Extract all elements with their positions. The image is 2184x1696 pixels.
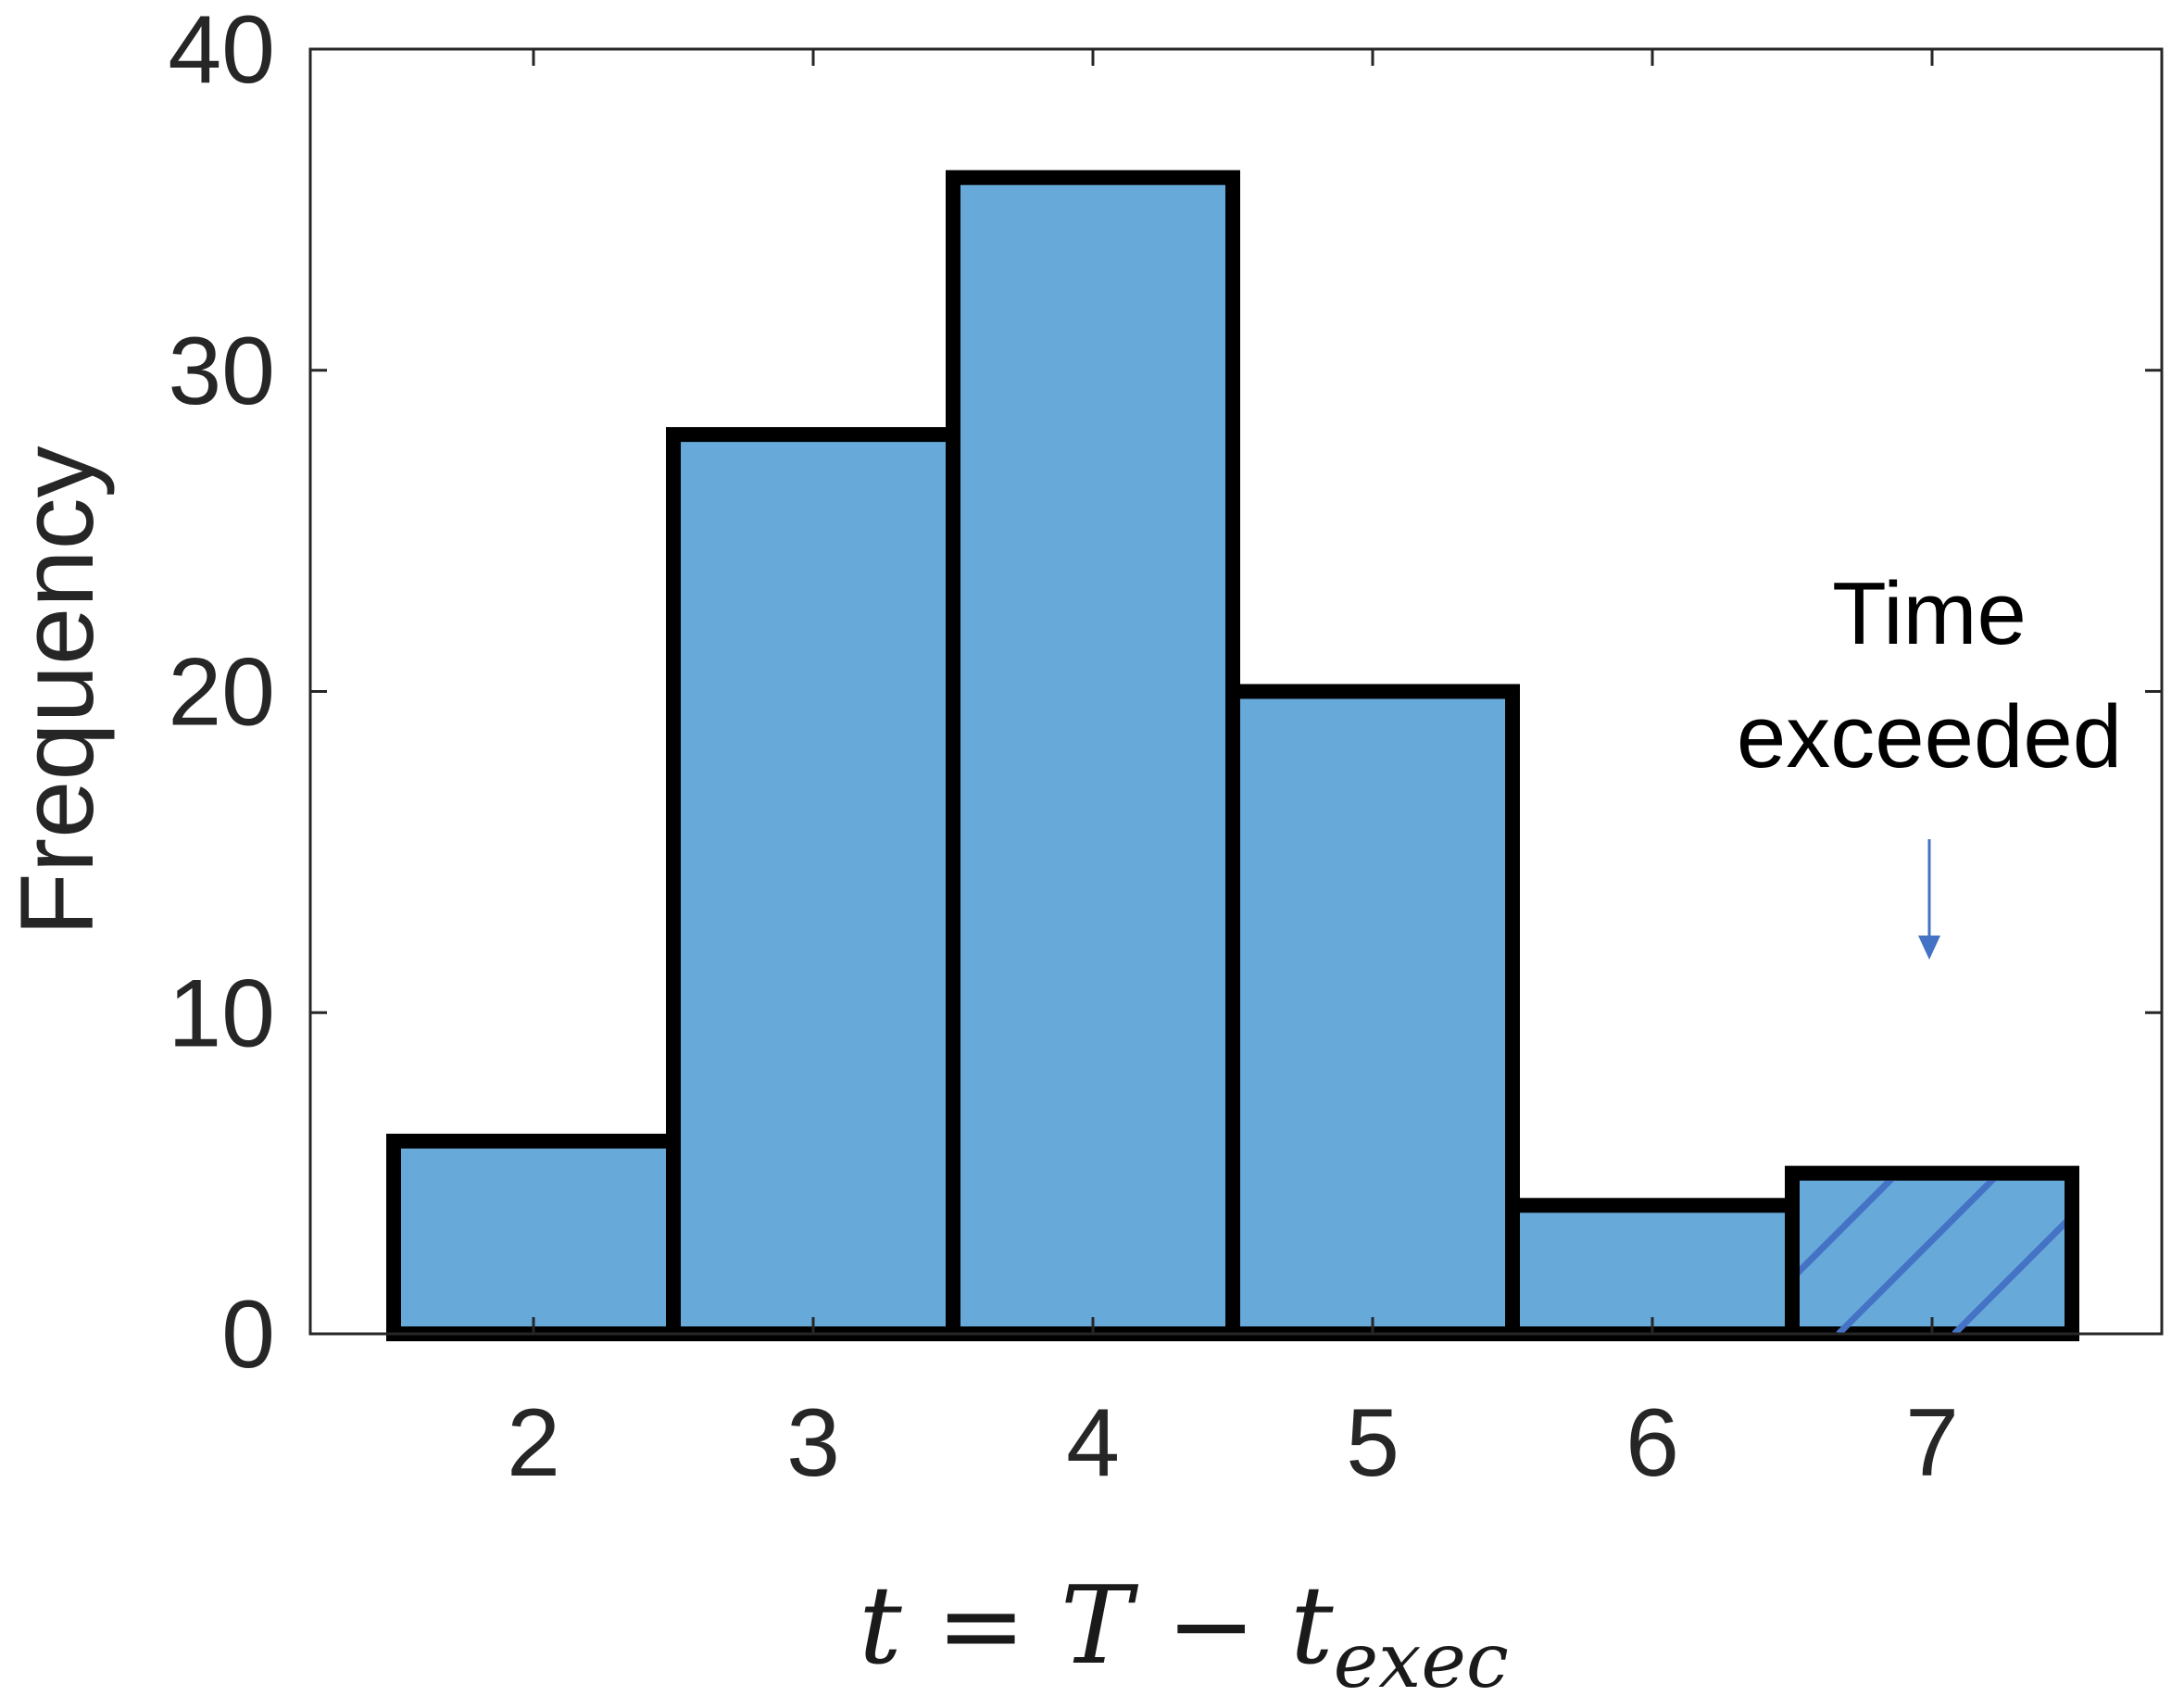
- hatch-line-2: [1836, 1180, 1997, 1334]
- hatch-line-1: [1800, 1180, 1895, 1275]
- bars-group: [386, 170, 2079, 1342]
- bar-7: [1785, 1165, 2079, 1341]
- hatch-pattern: [1800, 1180, 2065, 1334]
- x-axis-label: t = T − texec: [859, 1564, 1509, 1696]
- x-tick-label-6: 6: [1625, 1389, 1679, 1497]
- y-tick-label-20: 20: [168, 639, 275, 747]
- y-tick-label-10: 10: [168, 960, 275, 1067]
- bar-5: [1225, 684, 1520, 1341]
- y-tick-label-40: 40: [168, 0, 275, 104]
- annotation-line-2: exceeded: [1737, 687, 2122, 786]
- y-axis-label: Frequency: [0, 446, 115, 936]
- x-axis-label-base: t = T − t: [859, 1564, 1334, 1689]
- hatch-line-3: [1952, 1219, 2065, 1334]
- bar-2: [386, 1133, 681, 1341]
- x-tick-label-5: 5: [1346, 1389, 1400, 1497]
- annotation-line-1: Time: [1832, 564, 2027, 663]
- x-tick-label-7: 7: [1905, 1389, 1959, 1497]
- x-tick-label-4: 4: [1066, 1389, 1120, 1497]
- y-tick-label-0: 0: [221, 1281, 275, 1388]
- x-axis-label-subscript: exec: [1334, 1617, 1509, 1696]
- x-tick-label-2: 2: [507, 1389, 560, 1497]
- bar-6: [1505, 1198, 1800, 1342]
- x-axis-ticks: 2 3 4 5 6 7: [507, 49, 1959, 1497]
- annotation-arrow: [1918, 839, 1940, 960]
- bar-4: [946, 170, 1240, 1342]
- y-tick-label-30: 30: [168, 318, 275, 425]
- bar-3: [666, 427, 960, 1342]
- x-tick-label-3: 3: [786, 1389, 840, 1497]
- y-axis-ticks: 0 10 20 30 40: [168, 0, 2162, 1388]
